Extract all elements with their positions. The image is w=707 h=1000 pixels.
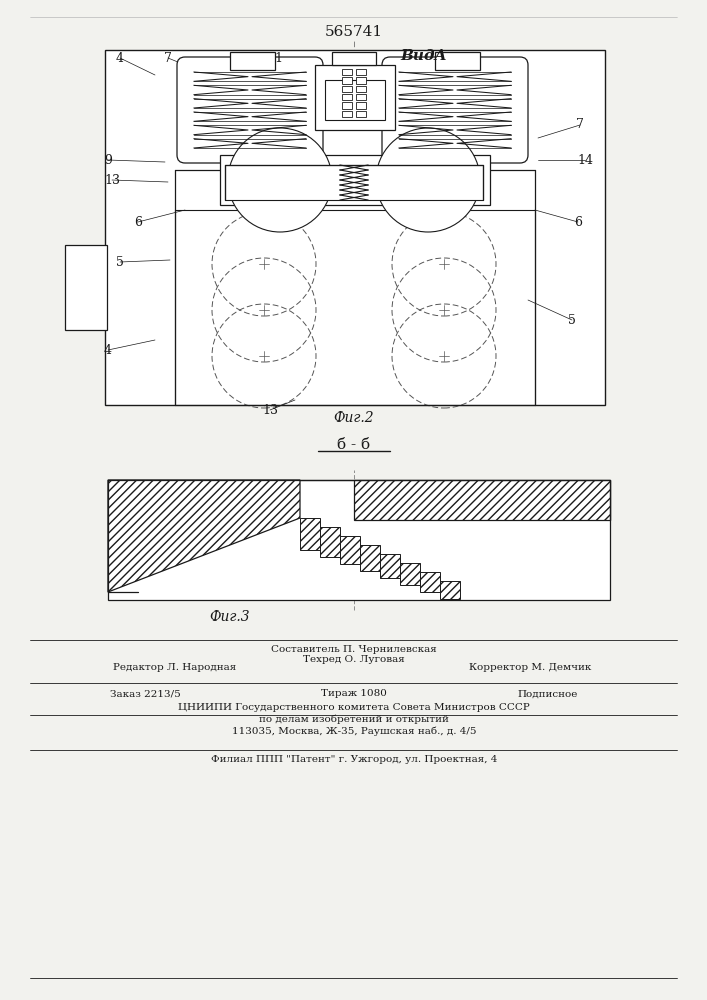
Bar	[105, 50, 605, 405]
Bar	[380, 554, 400, 578]
Bar	[315, 65, 395, 130]
Bar	[220, 155, 490, 205]
Bar	[356, 102, 366, 109]
Text: 5: 5	[116, 255, 124, 268]
Bar	[332, 52, 376, 65]
Bar	[340, 536, 360, 564]
Text: 6: 6	[134, 216, 142, 229]
Bar	[360, 545, 380, 571]
Text: по делам изобретений и открытий: по делам изобретений и открытий	[259, 714, 449, 724]
Text: Корректор М. Демчик: Корректор М. Демчик	[469, 664, 591, 672]
Text: ВидA: ВидA	[400, 49, 447, 63]
Bar	[342, 111, 352, 117]
Polygon shape	[108, 480, 300, 592]
Bar	[440, 581, 460, 599]
Bar	[356, 86, 366, 92]
Bar	[325, 80, 385, 120]
FancyBboxPatch shape	[382, 57, 528, 163]
Text: Фиг.2: Фиг.2	[334, 411, 374, 425]
Bar	[300, 518, 320, 550]
Text: 14: 14	[577, 153, 593, 166]
Text: 565741: 565741	[325, 25, 383, 39]
Text: б - б: б - б	[337, 438, 370, 452]
Text: Тираж 1080: Тираж 1080	[321, 690, 387, 698]
Text: Филиал ППП "Патент" г. Ужгород, ул. Проектная, 4: Филиал ППП "Патент" г. Ужгород, ул. Прое…	[211, 756, 497, 764]
Text: 113035, Москва, Ж-35, Раушская наб., д. 4/5: 113035, Москва, Ж-35, Раушская наб., д. …	[232, 726, 477, 736]
Bar	[230, 52, 275, 70]
Bar	[356, 94, 366, 100]
Bar	[400, 563, 420, 585]
Text: 7: 7	[164, 51, 172, 64]
Bar	[356, 111, 366, 117]
Polygon shape	[354, 480, 610, 520]
Text: 13: 13	[104, 174, 120, 186]
Text: Составитель П. Чернилевская: Составитель П. Чернилевская	[271, 646, 437, 654]
Bar	[175, 210, 535, 405]
Bar	[435, 52, 480, 70]
FancyBboxPatch shape	[177, 57, 323, 163]
Circle shape	[376, 128, 480, 232]
Text: Подписное: Подписное	[518, 690, 578, 698]
Bar	[342, 86, 352, 92]
Circle shape	[228, 128, 332, 232]
Bar	[420, 572, 440, 592]
Bar	[356, 77, 366, 84]
Text: 7: 7	[576, 118, 584, 131]
Bar	[225, 165, 483, 200]
Text: 6: 6	[574, 216, 582, 229]
Text: 9: 9	[104, 153, 112, 166]
Bar	[320, 527, 340, 557]
Text: ЦНИИПИ Государственного комитета Совета Министров СССР: ЦНИИПИ Государственного комитета Совета …	[178, 702, 530, 712]
Bar	[342, 69, 352, 75]
Bar	[342, 102, 352, 109]
Bar	[342, 77, 352, 84]
Bar	[356, 69, 366, 75]
Text: 5: 5	[568, 314, 576, 326]
Text: 1: 1	[274, 51, 282, 64]
Bar	[108, 480, 610, 600]
Text: 13: 13	[262, 403, 278, 416]
Text: 4: 4	[116, 51, 124, 64]
Text: Редактор Л. Народная: Редактор Л. Народная	[113, 664, 237, 672]
Bar	[342, 94, 352, 100]
Text: Техред О. Луговая: Техред О. Луговая	[303, 656, 405, 664]
Text: Заказ 2213/5: Заказ 2213/5	[110, 690, 180, 698]
Bar	[65, 245, 107, 330]
Text: 4: 4	[104, 344, 112, 357]
Text: Фиг.3: Фиг.3	[210, 610, 250, 624]
